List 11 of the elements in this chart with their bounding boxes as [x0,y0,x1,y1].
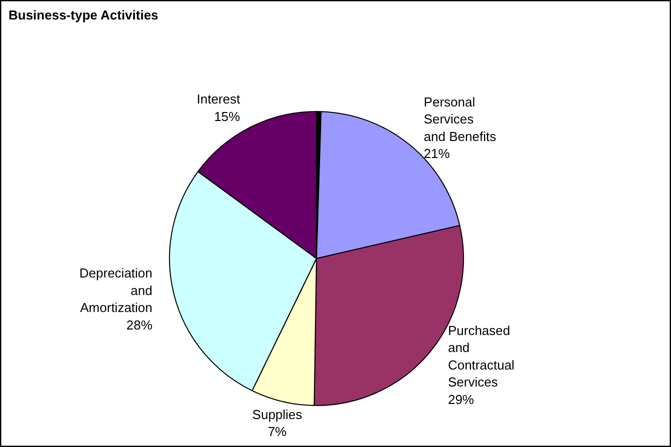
slice-label: Personal Services and Benefits [424,94,497,144]
slice-label: Purchased and Contractual Services [448,322,515,390]
data-label: 28% [126,317,153,332]
slice-label: Interest [196,92,240,107]
data-label: 7% [268,424,288,440]
slice-label: Supplies [252,406,303,422]
chart-title: Business-type Activities [8,8,158,22]
data-label: 21% [424,146,450,162]
data-label: 29% [448,392,474,407]
slice-label: Depreciation and Amortization [79,266,152,316]
data-label: 15% [214,108,241,124]
